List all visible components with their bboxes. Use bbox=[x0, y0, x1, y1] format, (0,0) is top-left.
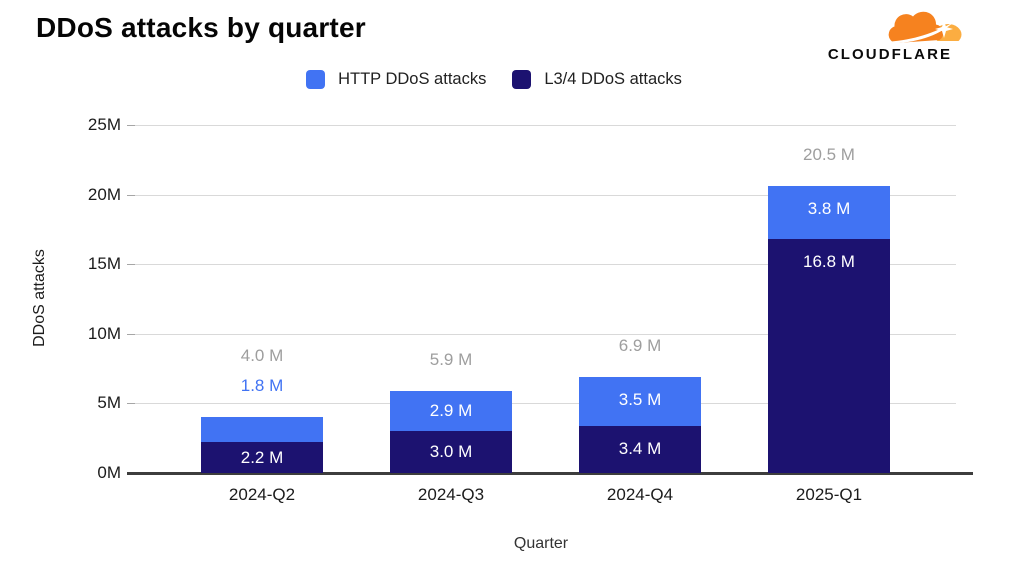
bar-2025-Q1-l34-segment bbox=[768, 239, 890, 473]
legend-item-http: HTTP DDoS attacks bbox=[306, 70, 486, 89]
x-axis-title: Quarter bbox=[513, 535, 569, 552]
total-label-2024-Q4: 6.9 M bbox=[618, 335, 662, 355]
x-category-label-2025-Q1: 2025-Q1 bbox=[795, 485, 863, 504]
value-label-2024-Q4-l34: 3.4 M bbox=[618, 438, 662, 458]
gridline-25M bbox=[127, 125, 956, 126]
chart-title: DDoS attacks by quarter bbox=[36, 12, 366, 43]
gridline-15M bbox=[127, 264, 956, 266]
x-category-label-2024-Q2: 2024-Q2 bbox=[228, 485, 296, 504]
legend-swatch-http bbox=[306, 70, 326, 89]
legend: HTTP DDoS attacks L3/4 DDoS attacks bbox=[0, 70, 988, 89]
cloudflare-cloud-icon bbox=[884, 8, 962, 46]
axis-tick-20M bbox=[127, 194, 135, 196]
gridline-10M bbox=[127, 333, 956, 335]
value-label-2025-Q1-http: 3.8 M bbox=[807, 199, 851, 219]
y-tick-label-20M: 20M bbox=[87, 184, 121, 204]
total-label-2024-Q2: 4.0 M bbox=[240, 346, 284, 366]
cloudflare-logo: CLOUDFLARE bbox=[814, 5, 966, 65]
x-axis-line bbox=[127, 472, 973, 475]
value-label-2024-Q2-l34: 2.2 M bbox=[240, 447, 284, 467]
axis-tick-10M bbox=[127, 333, 135, 335]
total-label-2025-Q1: 20.5 M bbox=[803, 145, 855, 165]
bar-2024-Q2-l34-segment bbox=[201, 442, 323, 473]
bar-2025-Q1-http-segment bbox=[768, 186, 890, 240]
legend-swatch-l34 bbox=[512, 70, 532, 89]
bar-2024-Q4-l34-segment bbox=[579, 425, 701, 473]
legend-label-l34: L3/4 DDoS attacks bbox=[544, 70, 682, 88]
x-category-label-2024-Q4: 2024-Q4 bbox=[606, 485, 674, 504]
y-tick-label-10M: 10M bbox=[87, 323, 121, 343]
value-label-2025-Q1-l34: 16.8 M bbox=[803, 252, 855, 272]
value-label-2024-Q4-http: 3.5 M bbox=[618, 389, 662, 409]
axis-tick-5M bbox=[127, 403, 135, 405]
gridline-5M bbox=[127, 403, 956, 405]
value-label-2024-Q2-http: 1.8 M bbox=[240, 376, 284, 396]
y-tick-label-0M: 0M bbox=[97, 463, 121, 482]
value-label-2024-Q3-http: 2.9 M bbox=[429, 401, 473, 421]
value-label-2024-Q3-l34: 3.0 M bbox=[429, 442, 473, 462]
y-tick-label-15M: 15M bbox=[87, 254, 121, 274]
y-axis-title: DDoS attacks bbox=[31, 249, 48, 347]
y-tick-label-25M: 25M bbox=[87, 115, 121, 134]
x-category-label-2024-Q3: 2024-Q3 bbox=[417, 485, 485, 504]
legend-label-http: HTTP DDoS attacks bbox=[338, 70, 487, 88]
bar-2024-Q3-l34-segment bbox=[390, 431, 512, 473]
bar-2024-Q2-http-segment bbox=[201, 417, 323, 443]
total-label-2024-Q3: 5.9 M bbox=[429, 349, 473, 369]
bar-2024-Q4-http-segment bbox=[579, 376, 701, 426]
axis-tick-25M bbox=[127, 125, 135, 126]
cloudflare-wordmark: CLOUDFLARE bbox=[827, 46, 953, 63]
gridline-20M bbox=[127, 194, 956, 196]
axis-tick-15M bbox=[127, 264, 135, 266]
bar-2024-Q3-http-segment bbox=[390, 390, 512, 432]
y-tick-label-5M: 5M bbox=[97, 393, 121, 413]
legend-item-l34: L3/4 DDoS attacks bbox=[512, 70, 682, 89]
